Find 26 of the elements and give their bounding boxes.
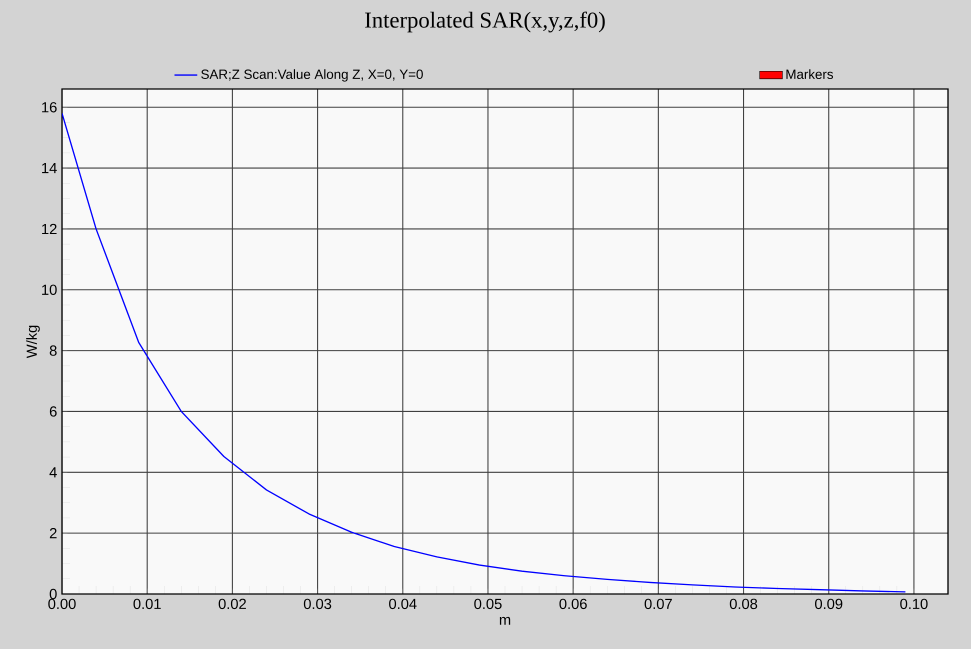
y-tick-label: 0	[50, 588, 57, 600]
x-tick-label: 0.01	[133, 598, 161, 610]
y-tick-label: 10	[42, 284, 57, 295]
legend-label: Markers	[786, 69, 834, 79]
x-tick-label: 0.00	[48, 598, 76, 610]
line-series	[62, 112, 906, 593]
x-axis-title: m	[500, 616, 510, 625]
y-tick-label: 12	[42, 224, 57, 234]
y-tick-label: 8	[50, 345, 57, 356]
x-tick-label: 0.09	[815, 598, 842, 610]
x-tick-label: 0.05	[474, 598, 502, 610]
x-tick-label: 0.07	[644, 598, 672, 610]
y-tick-label: 4	[49, 467, 57, 478]
y-axis-title: W/kg	[26, 326, 40, 358]
x-tick-label: 0.10	[900, 598, 928, 610]
chart-title: Interpolated SAR(x,y,z,f0)	[365, 12, 605, 32]
y-tick-label: 16	[42, 102, 57, 112]
x-tick-label: 0.08	[730, 598, 758, 610]
x-tick-label: 0.03	[304, 598, 332, 610]
y-tick-label: 14	[42, 163, 57, 174]
x-tick-label: 0.06	[559, 598, 587, 610]
y-tick-label: 6	[50, 406, 57, 417]
x-tick-label: 0.02	[218, 598, 246, 610]
y-tick-label: 2	[50, 528, 57, 538]
x-tick-label: 0.04	[389, 598, 417, 610]
legend-label: SAR;Z Scan:Value Along Z, X=0, Y=0	[201, 69, 423, 82]
